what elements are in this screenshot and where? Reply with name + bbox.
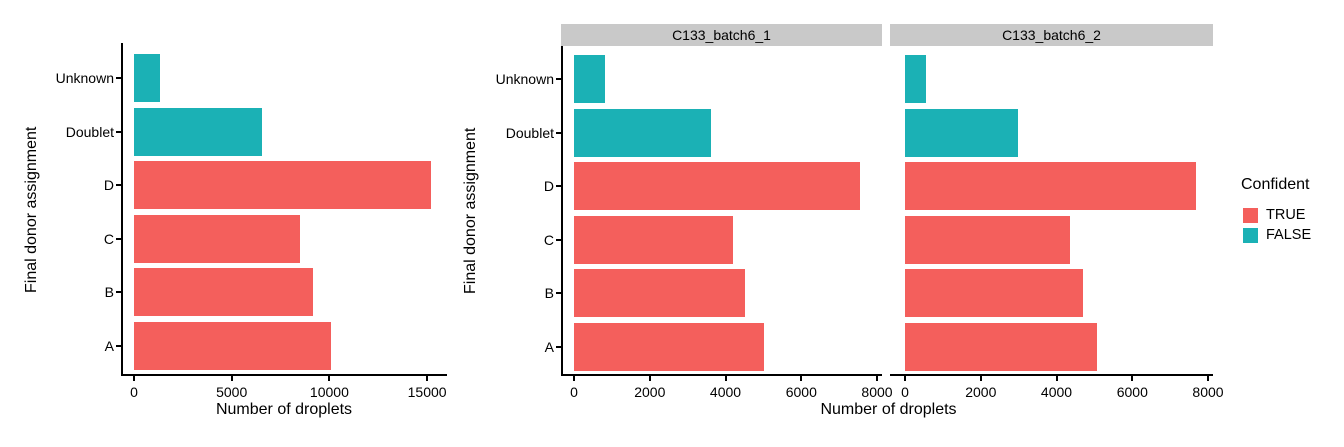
y-tick-label-a: A bbox=[104, 337, 114, 354]
bar-doublet bbox=[905, 108, 1018, 157]
x-tick-mark bbox=[800, 376, 803, 381]
y-tick-label-unknown: Unknown bbox=[495, 71, 554, 87]
x-tick-label: 2000 bbox=[965, 384, 997, 400]
y-tick-label-b: B bbox=[104, 284, 114, 300]
bar-doublet bbox=[574, 108, 712, 157]
facet-panel-2: 0 2000 4000 6000 8000 bbox=[890, 46, 1224, 400]
bar-c bbox=[134, 214, 301, 263]
y-tick-mark bbox=[556, 185, 561, 187]
bar-c bbox=[574, 215, 734, 264]
legend-label-false: FALSE bbox=[1266, 227, 1312, 243]
x-tick-mark bbox=[328, 376, 331, 381]
left-x-axis-title: Number of droplets bbox=[215, 401, 353, 418]
y-tick-mark bbox=[556, 345, 561, 348]
x-tick-label: 15000 bbox=[407, 384, 447, 400]
x-tick-mark bbox=[1207, 376, 1209, 381]
x-tick-mark bbox=[904, 376, 906, 381]
x-tick-mark bbox=[133, 376, 135, 381]
bar-unknown bbox=[905, 55, 927, 103]
bar-a bbox=[574, 322, 765, 371]
bar-a bbox=[905, 322, 1097, 371]
y-tick-label-c: C bbox=[103, 230, 114, 247]
bar-unknown bbox=[134, 54, 160, 102]
right-y-axis-title: Final donor assignment bbox=[462, 127, 479, 295]
bar-a bbox=[134, 321, 331, 370]
left-y-axis-title: Final donor assignment bbox=[23, 126, 40, 293]
y-tick-mark bbox=[556, 131, 561, 134]
y-tick-mark bbox=[116, 237, 121, 240]
facet-strip-2-label: C133_batch6_2 bbox=[1002, 27, 1101, 43]
x-tick-label: 0 bbox=[901, 384, 909, 400]
x-tick-label: 10000 bbox=[309, 384, 349, 400]
y-tick-mark bbox=[116, 77, 121, 79]
y-tick-label-unknown: Unknown bbox=[55, 70, 114, 86]
x-tick-mark bbox=[1131, 376, 1134, 381]
y-tick-mark bbox=[556, 78, 561, 80]
right-x-axis-title: Number of droplets bbox=[820, 401, 957, 418]
y-tick-mark bbox=[556, 292, 561, 294]
y-tick-mark bbox=[116, 184, 121, 186]
x-tick-label: 5000 bbox=[216, 384, 248, 400]
left-panel: Unknown Doublet D C B A 0 5000 10000 15000 bbox=[56, 43, 447, 400]
legend-title: Confident bbox=[1241, 176, 1310, 193]
bar-unknown bbox=[574, 55, 606, 103]
y-tick-mark bbox=[116, 344, 121, 347]
x-tick-mark bbox=[648, 376, 651, 381]
y-tick-mark bbox=[116, 130, 121, 133]
y-tick-label-d: D bbox=[543, 178, 554, 194]
x-tick-label: 6000 bbox=[1116, 384, 1148, 400]
y-tick-label-doublet: Doublet bbox=[505, 124, 554, 141]
x-tick-mark bbox=[1055, 376, 1058, 381]
x-tick-mark bbox=[979, 376, 982, 381]
x-tick-label: 0 bbox=[570, 384, 578, 400]
y-tick-label-d: D bbox=[103, 177, 114, 193]
x-tick-mark bbox=[426, 376, 429, 381]
x-tick-mark bbox=[230, 376, 233, 381]
y-tick-label-b: B bbox=[544, 285, 554, 301]
bar-b bbox=[134, 268, 313, 316]
legend-swatch-true bbox=[1243, 208, 1258, 223]
x-tick-mark bbox=[573, 376, 575, 381]
facet-strip-1: C133_batch6_1 bbox=[561, 24, 882, 46]
facet-strip-2: C133_batch6_2 bbox=[890, 24, 1213, 46]
facet-panel-1: Unknown Doublet D C B A 0 2000 4000 6000 8000 bbox=[496, 46, 893, 400]
bar-d bbox=[905, 162, 1197, 210]
y-tick-mark bbox=[116, 291, 121, 293]
legend-swatch-false bbox=[1243, 228, 1258, 243]
x-tick-label: 0 bbox=[130, 384, 138, 400]
bar-b bbox=[905, 269, 1083, 317]
y-tick-label-c: C bbox=[543, 231, 554, 248]
bar-doublet bbox=[134, 107, 263, 156]
bar-d bbox=[574, 162, 861, 210]
bar-c bbox=[905, 215, 1070, 264]
bar-d bbox=[134, 161, 431, 209]
x-tick-label: 8000 bbox=[861, 384, 893, 400]
bar-b bbox=[574, 269, 746, 317]
x-tick-label: 8000 bbox=[1192, 384, 1224, 400]
x-tick-mark bbox=[876, 376, 878, 381]
facet-strip-1-label: C133_batch6_1 bbox=[672, 27, 771, 43]
x-tick-label: 2000 bbox=[634, 384, 666, 400]
y-tick-label-a: A bbox=[544, 338, 554, 355]
x-tick-label: 4000 bbox=[709, 384, 742, 400]
y-tick-label-doublet: Doublet bbox=[65, 123, 114, 140]
x-tick-mark bbox=[724, 376, 727, 381]
x-tick-label: 6000 bbox=[785, 384, 817, 400]
legend-label-true: TRUE bbox=[1266, 207, 1306, 223]
x-tick-label: 4000 bbox=[1040, 384, 1073, 400]
y-tick-mark bbox=[556, 238, 561, 241]
